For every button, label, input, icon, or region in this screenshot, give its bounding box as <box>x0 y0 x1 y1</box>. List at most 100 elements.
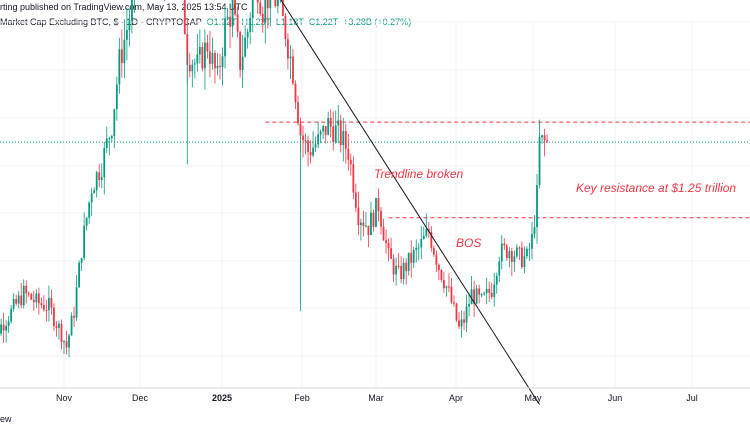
candle <box>483 291 486 296</box>
candle-body <box>332 126 335 143</box>
candle-body <box>349 159 352 165</box>
candle-body <box>198 46 201 55</box>
candle-body <box>128 20 131 30</box>
candle <box>337 104 340 144</box>
candle <box>10 305 13 324</box>
candle-body <box>259 2 262 14</box>
candle-body <box>465 306 468 323</box>
candle <box>75 275 78 321</box>
candle <box>450 278 453 305</box>
candle-body <box>35 293 38 303</box>
candle-body <box>22 285 25 306</box>
candle-body <box>312 147 314 156</box>
candle-body <box>430 231 433 248</box>
candle <box>445 285 448 297</box>
candle <box>397 252 400 270</box>
candle <box>440 269 443 283</box>
candle-body <box>415 247 418 250</box>
candle-body <box>352 164 355 193</box>
candle <box>523 246 526 274</box>
candle-body <box>417 247 420 249</box>
candle <box>302 125 304 158</box>
candle-body <box>367 225 370 236</box>
candle-body <box>287 39 289 59</box>
candle-body <box>342 131 345 146</box>
candle-body <box>523 256 526 268</box>
candle-body <box>468 304 470 307</box>
candle <box>531 221 533 260</box>
candle <box>131 0 133 34</box>
candle <box>339 114 342 153</box>
candle-body <box>432 247 435 255</box>
candle-body <box>450 286 453 303</box>
candle <box>541 134 543 144</box>
candle-body <box>445 286 448 289</box>
candle-body <box>344 131 347 149</box>
candle <box>22 279 25 309</box>
candle <box>281 0 284 17</box>
candle-body <box>304 140 307 142</box>
candle <box>392 253 395 282</box>
candle <box>430 226 433 252</box>
candle-body <box>538 137 541 185</box>
candle <box>115 76 118 121</box>
candle <box>231 0 234 38</box>
candle-body <box>470 289 473 305</box>
candle <box>538 119 541 189</box>
candle-body <box>98 172 101 180</box>
candle <box>68 333 70 358</box>
candle <box>354 183 357 212</box>
candle <box>513 250 516 272</box>
candle <box>266 0 269 29</box>
candle <box>349 153 352 176</box>
candle-body <box>70 315 73 336</box>
candle-body <box>196 54 199 64</box>
candle <box>437 263 440 281</box>
candle-body <box>249 18 252 33</box>
candle <box>367 225 370 248</box>
candle-body <box>362 222 365 227</box>
candle <box>219 53 221 80</box>
candle <box>269 0 272 27</box>
candle <box>324 126 327 144</box>
candle-body <box>521 247 523 268</box>
candle-body <box>32 299 35 303</box>
candle <box>380 206 382 235</box>
candle <box>123 19 126 79</box>
candle <box>458 312 460 329</box>
candle <box>314 136 317 152</box>
candle <box>412 246 415 269</box>
candle-body <box>83 225 86 259</box>
candle <box>528 242 531 262</box>
x-tick-label: Mar <box>368 393 384 403</box>
candle <box>113 108 116 149</box>
candle <box>500 235 503 270</box>
candle <box>193 58 196 79</box>
candle-body <box>498 261 501 276</box>
candle <box>196 33 199 72</box>
candle-body <box>380 210 382 227</box>
candle <box>226 7 229 21</box>
candle-body <box>58 323 60 328</box>
candle-body <box>73 315 75 318</box>
candle <box>521 241 523 269</box>
trendline <box>280 0 540 405</box>
candle-body <box>42 305 45 310</box>
candle <box>435 250 438 273</box>
candle <box>103 141 106 195</box>
candle-body <box>118 49 121 85</box>
candle <box>546 134 548 144</box>
candle <box>90 188 93 217</box>
candle-body <box>483 293 486 295</box>
candle <box>405 258 408 285</box>
candle-body <box>211 52 214 64</box>
candle <box>420 226 423 260</box>
candle <box>332 111 335 151</box>
candle-body <box>385 240 387 244</box>
candle <box>93 187 96 194</box>
candle-body <box>30 293 33 300</box>
candle <box>475 284 478 305</box>
candle-body <box>80 258 83 263</box>
candle <box>498 256 501 283</box>
